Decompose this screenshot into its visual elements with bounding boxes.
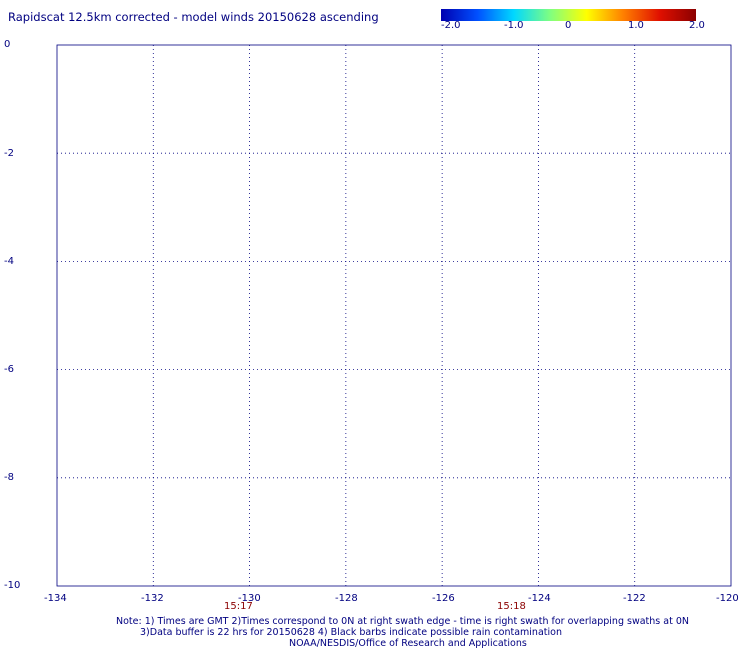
- map-title: Rapidscat 12.5km corrected - model winds…: [8, 10, 379, 24]
- lat-tick-6: -6: [4, 364, 14, 375]
- lon-tick-128: -128: [335, 593, 358, 604]
- colorbar-label-max: 2.0: [689, 20, 705, 31]
- lon-tick-130: -130: [238, 593, 261, 604]
- lon-tick-134: -134: [44, 593, 67, 604]
- time-label-2: 15:18: [497, 601, 526, 612]
- time-label-1: 15:17: [224, 601, 253, 612]
- lat-tick-0: 0: [4, 39, 11, 50]
- lat-tick-8: -8: [4, 472, 14, 483]
- note-line-2: 3)Data buffer is 22 hrs for 20150628 4) …: [140, 627, 562, 638]
- lon-tick-126: -126: [432, 593, 455, 604]
- gridlines: [57, 45, 731, 586]
- colorbar-label-zero: 0: [565, 20, 572, 31]
- note-line-3: NOAA/NESDIS/Office of Research and Appli…: [289, 638, 527, 649]
- colorbar-label-neg1: -1.0: [504, 20, 524, 31]
- lon-tick-124: -124: [528, 593, 551, 604]
- lon-tick-132: -132: [141, 593, 164, 604]
- lon-tick-122: -122: [623, 593, 646, 604]
- colorbar-label-min: -2.0: [441, 20, 461, 31]
- map-frame: [56, 44, 732, 587]
- lon-tick-120: -120: [716, 593, 739, 604]
- lat-tick-2: -2: [4, 148, 14, 159]
- lat-tick-4: -4: [4, 256, 14, 267]
- colorbar-label-pos1: 1.0: [628, 20, 644, 31]
- lat-tick-10: -10: [4, 580, 21, 591]
- note-line-1: Note: 1) Times are GMT 2)Times correspon…: [116, 616, 689, 627]
- colorbar: [441, 9, 696, 21]
